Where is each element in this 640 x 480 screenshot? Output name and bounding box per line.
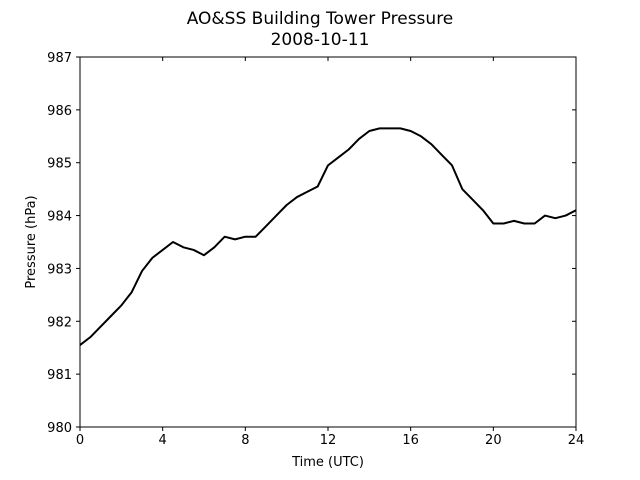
chart-title: AO&SS Building Tower Pressure: [187, 9, 454, 29]
x-tick-label: 8: [241, 433, 249, 448]
chart-subtitle: 2008-10-11: [271, 30, 370, 50]
data-line: [79, 127, 577, 346]
y-tick-label: 986: [47, 104, 72, 119]
x-tick-label: 4: [159, 433, 167, 448]
y-tick-label: 981: [47, 368, 72, 383]
y-tick-label: 983: [47, 262, 72, 277]
y-tick-label: 984: [47, 210, 72, 225]
x-tick-label: 0: [76, 433, 84, 448]
plot-frame: [79, 56, 577, 428]
x-tick-label: 12: [320, 433, 337, 448]
y-tick-label: 987: [47, 51, 72, 66]
x-tick-label: 16: [402, 433, 419, 448]
x-tick-label: 20: [485, 433, 502, 448]
y-tick-label: 982: [47, 315, 72, 330]
x-axis-label: Time (UTC): [291, 455, 364, 470]
y-tick-label: 985: [47, 157, 72, 172]
y-axis-label: Pressure (hPa): [24, 195, 39, 288]
x-tick-label: 24: [568, 433, 585, 448]
y-tick-label: 980: [47, 421, 72, 436]
